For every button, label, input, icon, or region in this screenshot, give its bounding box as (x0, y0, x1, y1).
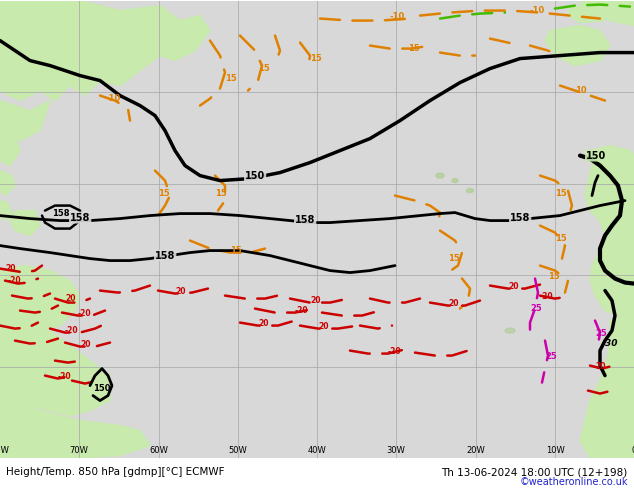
Polygon shape (0, 171, 15, 196)
Text: 30: 30 (605, 339, 618, 347)
Polygon shape (0, 311, 110, 416)
Text: -10: -10 (530, 5, 545, 15)
Text: 15: 15 (258, 64, 269, 73)
Text: 20: 20 (448, 298, 458, 308)
Text: 15: 15 (548, 271, 560, 281)
Text: 40W: 40W (307, 445, 327, 455)
Polygon shape (10, 211, 40, 236)
Text: 20: 20 (310, 295, 321, 305)
Text: 50W: 50W (229, 445, 247, 455)
Text: -20: -20 (8, 275, 22, 285)
Text: 10: 10 (575, 86, 586, 95)
Ellipse shape (436, 173, 444, 178)
Text: 20: 20 (258, 318, 269, 328)
Text: -10: -10 (390, 12, 405, 21)
Text: 150: 150 (586, 150, 606, 161)
Polygon shape (568, 5, 605, 23)
Text: 15: 15 (408, 44, 420, 52)
Text: 20: 20 (5, 264, 15, 272)
Text: -20: -20 (78, 309, 92, 318)
Text: 158: 158 (510, 213, 531, 222)
Text: 15: 15 (448, 254, 460, 263)
Text: 20: 20 (508, 282, 519, 291)
Text: 70W: 70W (70, 445, 88, 455)
Text: -20: -20 (388, 346, 401, 356)
Ellipse shape (467, 189, 474, 193)
Text: -10: -10 (105, 94, 120, 102)
Text: 15: 15 (215, 189, 227, 197)
Text: 80W: 80W (0, 445, 10, 455)
Ellipse shape (452, 178, 458, 183)
Text: -20: -20 (65, 325, 79, 335)
Text: 20: 20 (318, 321, 328, 331)
Text: 158: 158 (155, 250, 176, 261)
Text: 60W: 60W (150, 445, 169, 455)
Text: 25: 25 (530, 304, 541, 313)
Text: 158: 158 (70, 213, 91, 222)
Text: -20: -20 (540, 292, 553, 300)
Text: 25: 25 (595, 329, 607, 338)
Polygon shape (0, 395, 150, 458)
Text: -20: -20 (58, 371, 72, 381)
Text: -20: -20 (295, 306, 309, 315)
Polygon shape (0, 100, 50, 141)
Text: 15: 15 (230, 245, 242, 255)
Polygon shape (0, 266, 80, 331)
Text: 25: 25 (545, 352, 557, 361)
Polygon shape (0, 0, 210, 100)
Polygon shape (580, 311, 634, 458)
Text: 20: 20 (80, 340, 91, 348)
Text: 15: 15 (158, 189, 170, 197)
Text: 15: 15 (555, 234, 567, 243)
Text: 20: 20 (175, 287, 186, 295)
Text: ©weatheronline.co.uk: ©weatheronline.co.uk (519, 477, 628, 488)
Text: 158: 158 (295, 215, 315, 224)
Text: 10W: 10W (546, 445, 564, 455)
Text: 150: 150 (93, 384, 110, 392)
Text: 15: 15 (555, 189, 567, 197)
Polygon shape (545, 25, 610, 66)
Text: 158: 158 (52, 209, 70, 218)
Text: Th 13-06-2024 18:00 UTC (12+198): Th 13-06-2024 18:00 UTC (12+198) (441, 467, 628, 477)
Text: 15: 15 (225, 74, 236, 83)
Polygon shape (580, 0, 634, 25)
Text: 20: 20 (65, 294, 75, 303)
Text: 150: 150 (245, 171, 265, 181)
Polygon shape (585, 146, 634, 316)
Text: 30W: 30W (387, 445, 405, 455)
Polygon shape (0, 200, 12, 220)
Text: 20: 20 (595, 362, 605, 370)
Ellipse shape (505, 328, 515, 333)
Text: Height/Temp. 850 hPa [gdmp][°C] ECMWF: Height/Temp. 850 hPa [gdmp][°C] ECMWF (6, 467, 225, 477)
Text: 20W: 20W (467, 445, 486, 455)
Text: 15: 15 (310, 53, 321, 63)
Text: 0: 0 (631, 445, 634, 455)
Polygon shape (0, 130, 20, 166)
